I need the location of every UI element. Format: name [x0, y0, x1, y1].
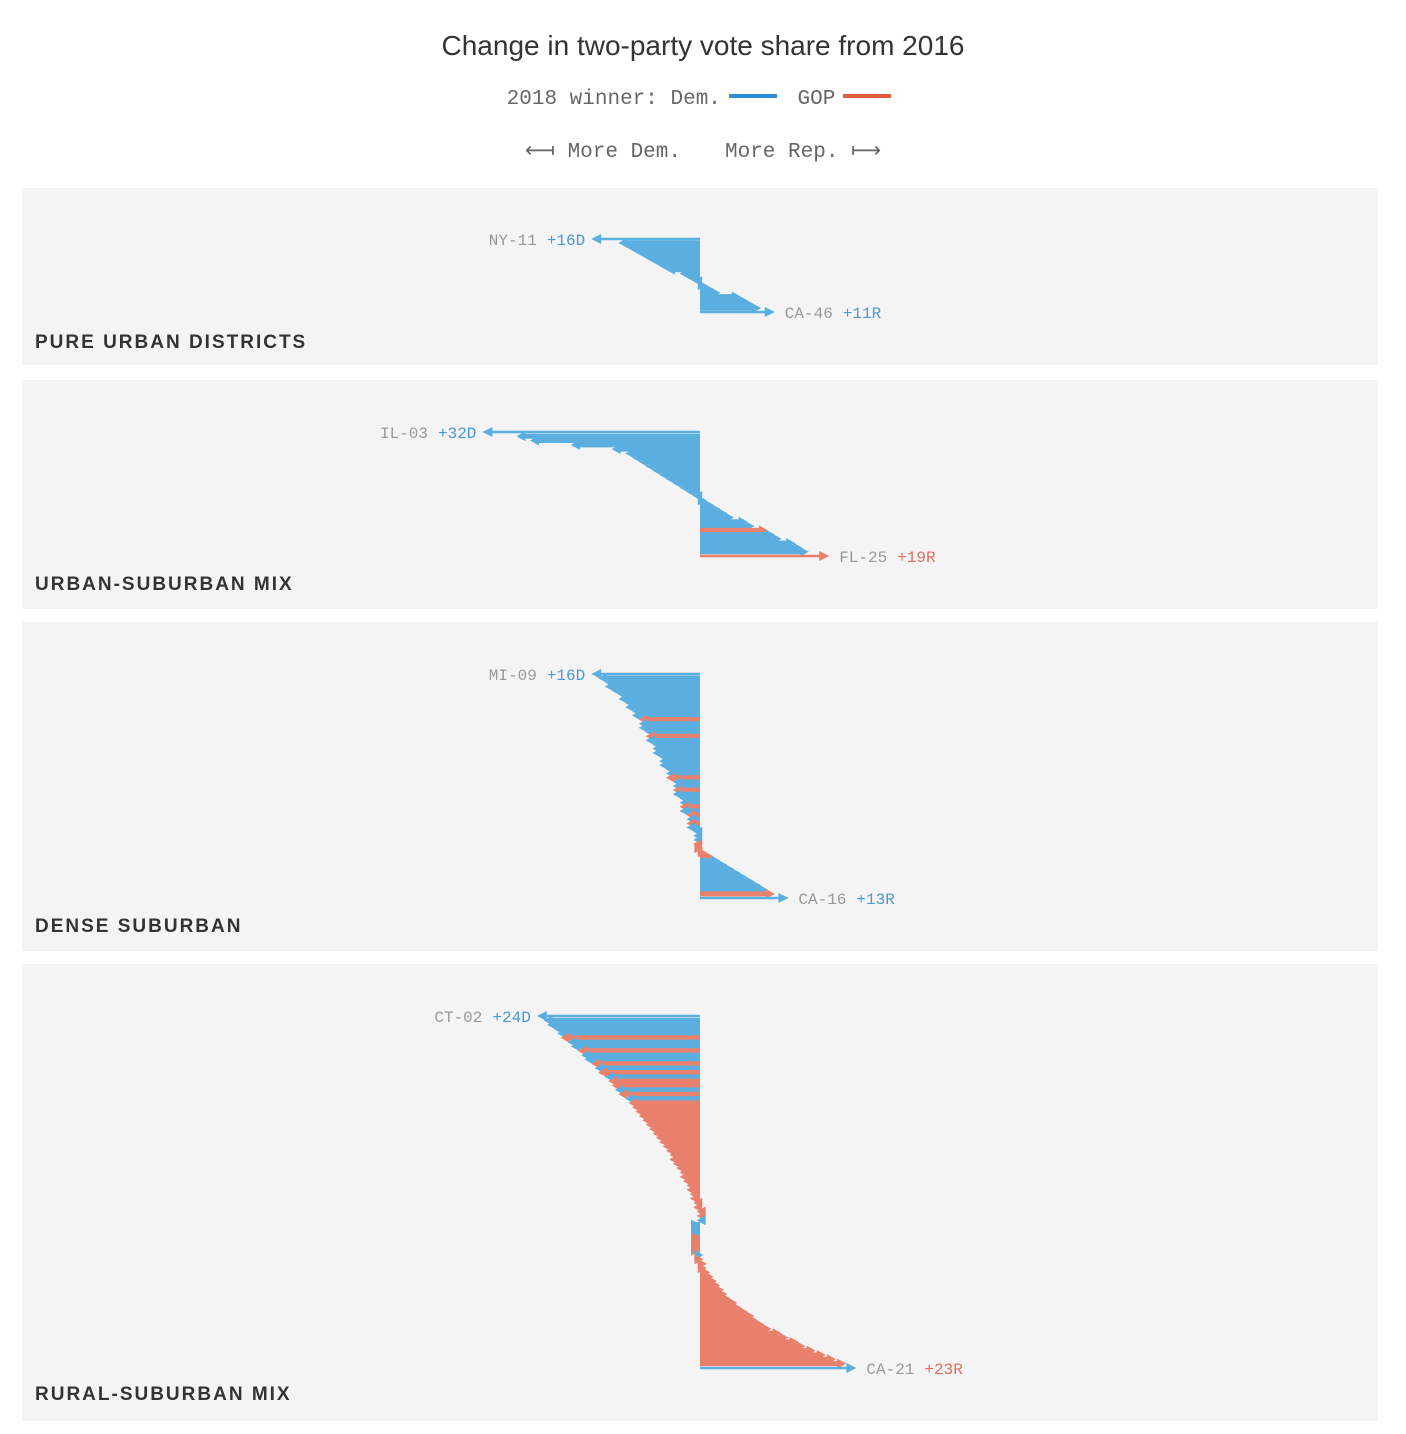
district-arrow-head: [611, 685, 621, 696]
panel-title: URBAN-SUBURBAN MIX: [35, 574, 294, 595]
district-arrow-head: [598, 673, 607, 684]
district-arrow-head: [530, 435, 539, 446]
legend-gop-swatch: [843, 94, 892, 99]
district-arrow-head: [679, 805, 689, 816]
label-district: IL-03: [380, 425, 428, 443]
district-arrow-head: [652, 465, 662, 476]
district-arrow-head: [765, 888, 775, 899]
legend-prefix: 2018 winner:: [506, 88, 658, 111]
district-arrow-head: [560, 1032, 570, 1043]
district-arrow-head: [659, 260, 669, 271]
district-arrow-head: [846, 1363, 857, 1373]
label-district: CT-02: [434, 1009, 482, 1027]
legend-gop-label: GOP: [797, 88, 836, 111]
district-arrow-head: [547, 1019, 556, 1030]
district-arrow-head: [570, 1041, 580, 1052]
label-value: +24D: [492, 1009, 530, 1027]
district-arrow-head: [591, 234, 602, 244]
chart-title: Change in two-party vote share from 2016: [441, 30, 965, 61]
district-arrow-head: [625, 702, 635, 713]
district-arrow-head: [632, 245, 641, 256]
label-district: MI-09: [489, 667, 537, 685]
legend: 2018 winner: Dem. GOP: [0, 88, 1406, 111]
district-arrow-head: [645, 253, 655, 264]
district-arrow-head: [618, 693, 628, 704]
district-arrow-head: [679, 482, 689, 493]
district-arrow-head: [686, 822, 696, 833]
district-arrow-head: [837, 1358, 847, 1369]
label-value: +11R: [843, 305, 882, 323]
legend-dem-label: Dem.: [670, 88, 721, 111]
district-arrow-head: [516, 431, 526, 442]
district-arrow-head: [659, 469, 669, 480]
district-arrow-head: [536, 1011, 547, 1021]
district-arrow-head: [591, 669, 602, 679]
label-value: +16D: [547, 667, 585, 685]
label-district: CA-46: [785, 305, 833, 323]
district-arrow-head: [632, 710, 641, 721]
district-arrow-head: [752, 303, 762, 314]
district-arrow-head: [611, 444, 621, 455]
label-district: CA-21: [866, 1361, 914, 1379]
district-arrow-head: [778, 893, 789, 903]
district-arrow-head: [652, 257, 662, 268]
panel-title: DENSE SUBURBAN: [35, 916, 243, 937]
district-arrow-head: [598, 1067, 607, 1078]
panel-title: PURE URBAN DISTRICTS: [35, 332, 308, 353]
district-arrow-head: [686, 486, 696, 497]
district-arrow-head: [686, 272, 696, 283]
district-arrow-head: [672, 478, 682, 489]
label-value: +13R: [856, 891, 895, 909]
legend-dem-swatch: [728, 94, 777, 99]
district-arrow-head: [625, 448, 635, 459]
district-arrow-head: [632, 452, 641, 463]
district-arrow-head: [638, 249, 648, 260]
label-value: +23R: [924, 1361, 963, 1379]
direction-left: ⟻ More Dem.: [524, 141, 681, 164]
label-value: +16D: [547, 232, 585, 250]
label-district: FL-25: [839, 549, 887, 567]
district-arrow-head: [764, 307, 775, 317]
district-arrow-head: [645, 735, 655, 746]
district-arrow-head: [638, 456, 648, 467]
label-value: +32D: [438, 425, 476, 443]
district-arrow-head: [618, 1089, 628, 1100]
direction-right: More Rep. ⟼: [725, 141, 882, 164]
district-arrow-head: [679, 268, 689, 279]
district-arrow-head: [652, 747, 662, 758]
district-arrow-head: [659, 760, 669, 771]
district-arrow-head: [666, 264, 675, 275]
district-arrow-head: [604, 681, 614, 692]
district-arrow-head: [645, 461, 655, 472]
label-district: CA-16: [798, 891, 846, 909]
district-arrow-head: [696, 1215, 706, 1226]
district-arrow-head: [482, 427, 493, 437]
label-district: NY-11: [489, 232, 537, 250]
label-value: +19R: [897, 549, 936, 567]
district-arrow-head: [672, 789, 682, 800]
district-arrow-head: [584, 1054, 594, 1065]
district-arrow-head: [666, 474, 675, 485]
district-arrow-head: [666, 772, 675, 783]
district-arrow-head: [625, 241, 635, 252]
district-arrow-head: [799, 546, 809, 557]
district-arrow-head: [618, 237, 628, 248]
direction-key: ⟻ More Dem. More Rep. ⟼: [0, 138, 1406, 164]
district-arrow-head: [570, 439, 580, 450]
district-arrow-head: [819, 551, 830, 561]
panel-title: RURAL-SUBURBAN MIX: [35, 1384, 292, 1405]
district-arrow-head: [638, 722, 648, 733]
